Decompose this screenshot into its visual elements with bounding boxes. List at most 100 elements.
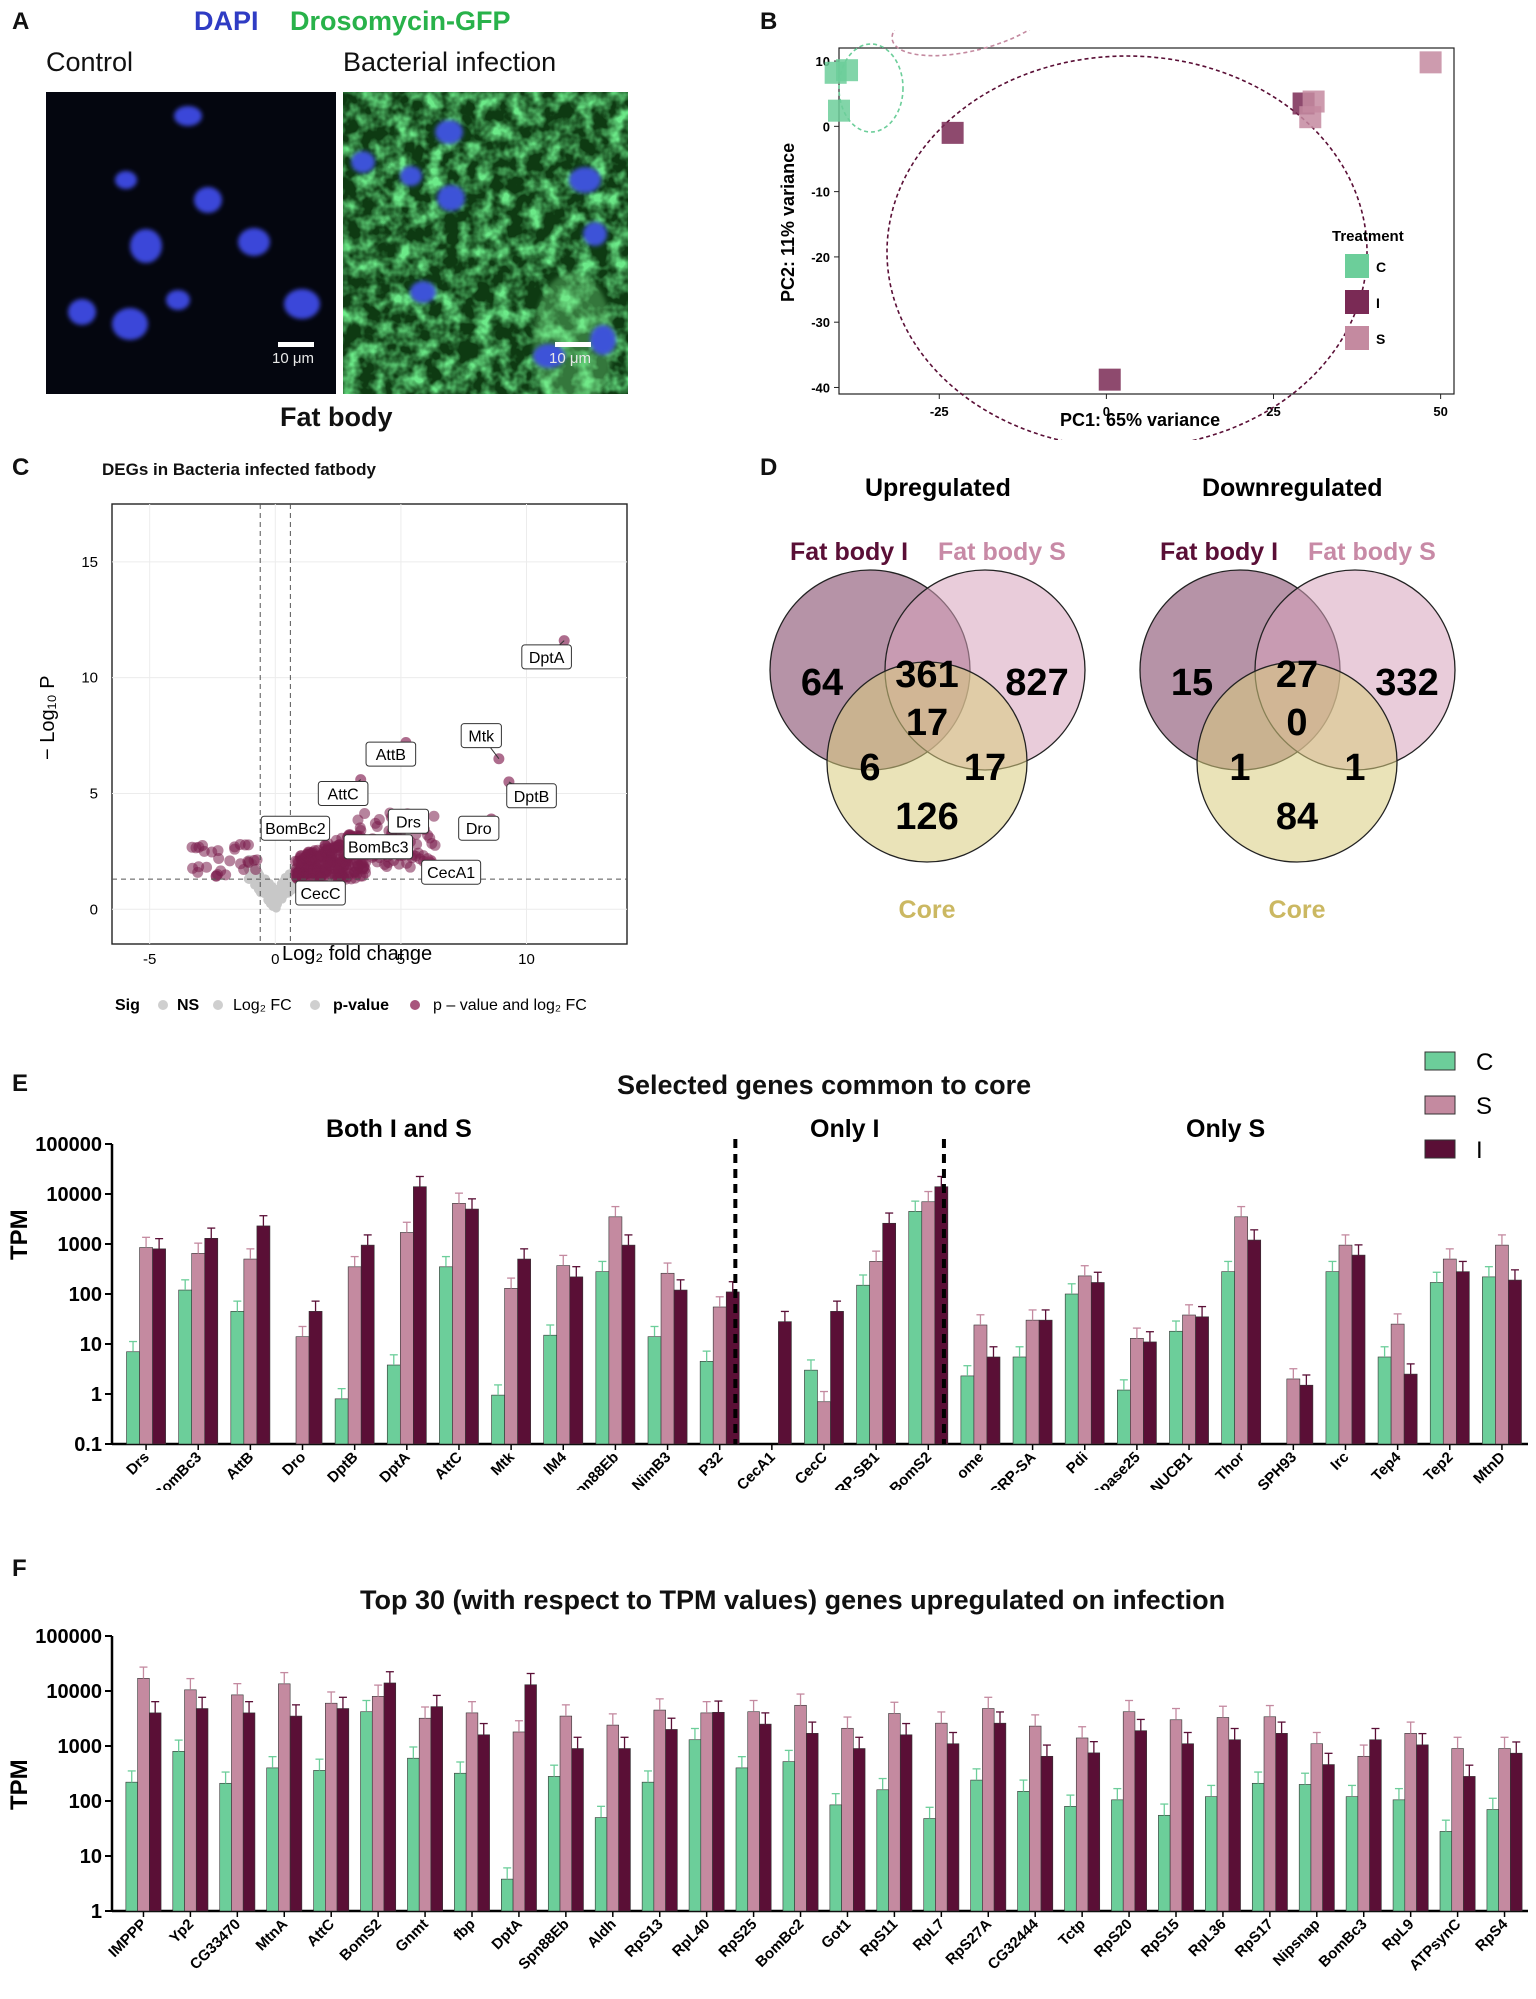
vol-point-sig	[292, 870, 304, 882]
bar-i	[360, 1244, 375, 1445]
pca-y-tick-label: -10	[811, 185, 830, 200]
bar-category-label: Thor	[1212, 1449, 1248, 1485]
bar-s	[191, 1253, 206, 1445]
bar-category-label: CecC	[792, 1449, 831, 1488]
bar-y-tick-label: 1	[91, 1901, 102, 1923]
bar-s	[700, 1712, 713, 1912]
bar-c	[908, 1211, 923, 1445]
bar-i	[830, 1311, 844, 1445]
bar-i	[336, 1708, 350, 1912]
vol-label-mtk: Mtk	[468, 729, 495, 746]
vol-label-drs: Drs	[396, 814, 421, 831]
bar-c	[172, 1751, 185, 1912]
legend-swatch-i	[1424, 1139, 1456, 1159]
pca-point-c	[828, 99, 850, 122]
vol-point-sig	[210, 870, 222, 882]
pca-legend-swatch-s	[1345, 326, 1369, 350]
scale-label-infection: 10 μm	[549, 350, 591, 367]
venn-label-i: Fat body I	[1160, 538, 1278, 566]
panel-label-b: B	[760, 8, 778, 35]
pca-legend-swatch-i	[1345, 290, 1369, 314]
bar-i	[413, 1186, 427, 1445]
bar-s	[1498, 1748, 1511, 1912]
volcano-title: DEGs in Bacteria infected fatbody	[102, 460, 376, 479]
venn-count-i-core: 1	[1229, 747, 1250, 789]
bar-c	[1377, 1356, 1392, 1445]
panel-label-a: A	[12, 8, 30, 35]
bar-category-label: Spase25	[1089, 1449, 1144, 1490]
bar-s	[817, 1401, 831, 1445]
bar-i	[571, 1748, 584, 1912]
bar-c	[1392, 1799, 1406, 1912]
bar-i	[204, 1238, 219, 1445]
bar-s	[1390, 1323, 1405, 1445]
vol-x-tick-label: 10	[518, 951, 535, 968]
bar-c	[439, 1266, 453, 1445]
bar-i	[665, 1729, 678, 1912]
bar-s	[660, 1272, 675, 1445]
pca-ellipse-s	[891, 30, 1053, 57]
venn-count-i-core: 6	[859, 747, 880, 789]
bar-c	[1111, 1799, 1124, 1912]
bar-s	[935, 1722, 948, 1912]
bar-category-label: Dro	[279, 1449, 309, 1479]
vol-y-tick-label: 15	[81, 554, 98, 571]
bar-s	[747, 1711, 760, 1912]
vol-point-sig	[235, 858, 247, 870]
vol-point-sig	[224, 855, 236, 867]
pca-x-tick-label: -25	[930, 404, 949, 419]
fat-body-caption: Fat body	[280, 402, 393, 432]
group-both: Both I and S	[326, 1115, 472, 1143]
legend-fc-dot	[213, 1000, 223, 1010]
panel-label-e: E	[12, 1070, 29, 1097]
bar-category-label: Mtk	[488, 1448, 519, 1479]
vol-label-box	[365, 741, 417, 767]
bar-s	[1338, 1244, 1353, 1445]
vol-label-bombc3: BomBc3	[348, 840, 409, 857]
vol-point-sig	[213, 852, 225, 864]
bar-s	[869, 1261, 883, 1445]
vol-point-sig	[428, 810, 440, 822]
pca-point-c	[836, 59, 859, 82]
bar-s	[712, 1306, 727, 1445]
bar-category-label: Nipsnap	[1270, 1916, 1324, 1970]
bar-s	[1404, 1733, 1417, 1912]
bar-i	[1403, 1373, 1418, 1445]
volcano-plot: -5 0 5 10 0 5 10 15 DptA Mtk AttB DptB AttC Drs BomBc…	[37, 503, 628, 1014]
legend-swatch-c	[1424, 1051, 1456, 1071]
bar-category-label: BomS2	[336, 1916, 385, 1965]
bar-c	[970, 1779, 983, 1912]
bar-s	[841, 1727, 854, 1912]
vol-label-ceca1: CecA1	[427, 865, 475, 882]
vol-point-sig	[292, 857, 304, 869]
bar-c	[1486, 1809, 1499, 1912]
bar-c	[595, 1271, 610, 1445]
bar-s	[137, 1678, 150, 1912]
pca-ellipse-i	[886, 55, 1368, 440]
bar-c	[1439, 1831, 1453, 1912]
panel-label-f: F	[12, 1555, 27, 1582]
pca-point-i	[941, 121, 964, 144]
scale-label-control: 10 μm	[272, 350, 314, 367]
legend-dapi: DAPI	[194, 6, 259, 36]
bar-s	[399, 1232, 414, 1445]
vol-label-box	[343, 834, 413, 860]
bar-s	[418, 1717, 432, 1912]
bar-c	[735, 1767, 749, 1912]
bar-category-label: PGRP-SB1	[817, 1449, 883, 1490]
bar-category-label: Yp2	[166, 1916, 197, 1947]
scale-bar-infection	[555, 342, 591, 347]
bar-s	[606, 1724, 619, 1912]
bar-c	[856, 1284, 870, 1445]
vol-point-sig	[193, 861, 205, 873]
bar-s	[559, 1715, 573, 1912]
bar-c	[125, 1781, 138, 1912]
bar-c	[647, 1336, 662, 1445]
pca-y-tick-label: -20	[811, 250, 830, 265]
vol-point-sig	[429, 839, 441, 851]
legend-pv-dot	[310, 1000, 320, 1010]
bar-s	[982, 1708, 995, 1912]
bar-i	[256, 1225, 271, 1445]
bar-y-tick-label: 0.1	[74, 1434, 102, 1456]
